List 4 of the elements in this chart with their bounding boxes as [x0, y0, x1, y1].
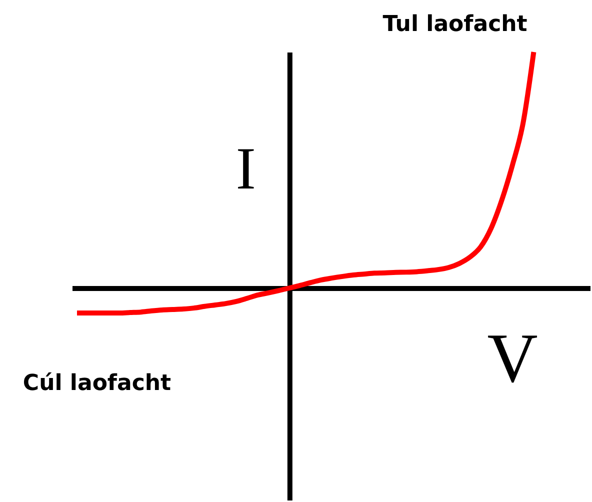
x-axis-title: V: [487, 320, 538, 398]
text: Tul laofacht: [382, 12, 528, 37]
y-axis-title: I: [236, 136, 256, 202]
text: Cúl laofacht: [22, 371, 172, 396]
